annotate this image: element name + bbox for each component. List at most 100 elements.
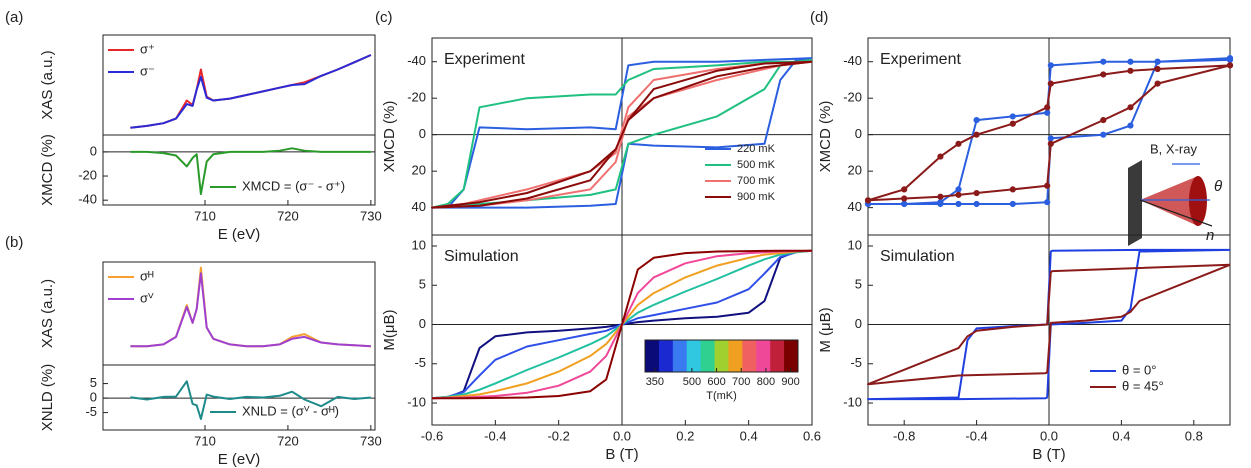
legend-label: XMCD = (σ⁻ - σ⁺) — [242, 178, 345, 193]
data-point — [1100, 131, 1107, 138]
x-tick-label: -0.4 — [484, 428, 506, 443]
inset-label: θ — [1214, 178, 1222, 195]
data-point — [955, 140, 962, 147]
y-tick-label: -40 — [78, 192, 97, 207]
legend-label: σⱽ — [140, 290, 154, 305]
x-tick-label: 710 — [194, 433, 216, 448]
y-tick-label: -5 — [85, 404, 97, 419]
x-tick-label: 710 — [194, 208, 216, 223]
x-tick-label: 0.0 — [1040, 428, 1058, 443]
series-line — [130, 147, 371, 196]
data-point — [1009, 186, 1016, 193]
panel-annotation: Simulation — [444, 248, 519, 265]
y-tick-label: 0 — [419, 316, 426, 331]
data-point — [1127, 104, 1134, 111]
panel-label: (b) — [5, 234, 23, 251]
series-line — [432, 249, 812, 400]
x-tick-label: 0.6 — [803, 428, 821, 443]
legend-label: XNLD = (σⱽ - σᴴ) — [242, 403, 339, 418]
data-point — [1127, 58, 1134, 65]
inset-cone — [1140, 176, 1198, 226]
data-point — [955, 186, 962, 193]
data-point — [1226, 54, 1234, 62]
data-point — [1154, 58, 1161, 65]
data-point — [1100, 71, 1107, 78]
data-point — [901, 195, 908, 202]
data-point — [1154, 80, 1161, 87]
y-tick-label: -20 — [407, 90, 426, 105]
x-tick-label: -0.4 — [965, 428, 987, 443]
y-tick-label: -5 — [850, 355, 862, 370]
series-line — [867, 263, 1231, 386]
legend-label: 500 mK — [737, 159, 776, 171]
colorbar-tick-label: 500 — [683, 376, 701, 388]
y-axis-label: XMCD (%) — [39, 134, 56, 206]
y-axis-label: XMCD (%) — [381, 101, 398, 173]
colorbar-block — [645, 340, 660, 372]
x-tick-label: 0.8 — [1185, 428, 1203, 443]
colorbar-block — [658, 340, 674, 372]
data-point — [1044, 199, 1051, 206]
series-line — [867, 248, 1231, 401]
x-axis-label: B (T) — [1032, 446, 1065, 463]
y-tick-label: -20 — [78, 167, 97, 182]
colorbar-block — [686, 340, 702, 372]
data-point — [1226, 62, 1234, 69]
plot-frame — [102, 364, 376, 431]
legend-label: σ⁺ — [140, 41, 155, 56]
y-tick-label: 5 — [419, 277, 426, 292]
panel-label: (d) — [810, 9, 828, 26]
colorbar-block — [742, 340, 757, 372]
legend-label: σᴴ — [140, 268, 154, 283]
colorbar-tick-label: 700 — [732, 376, 750, 388]
data-point — [1047, 135, 1054, 142]
data-point — [901, 186, 908, 193]
series-line — [431, 60, 813, 209]
inset-label: B, X-ray — [1150, 141, 1197, 156]
data-point — [1009, 200, 1016, 208]
colorbar-block — [770, 340, 785, 372]
series-line — [130, 272, 371, 348]
inset-slab — [1128, 160, 1142, 246]
y-tick-label: 5 — [855, 277, 862, 292]
y-tick-label: -20 — [843, 90, 862, 105]
y-tick-label: 40 — [848, 199, 862, 214]
x-tick-label: 0.4 — [1112, 428, 1130, 443]
data-point — [937, 193, 944, 200]
x-tick-label: 0.0 — [613, 428, 631, 443]
panel-annotation: Experiment — [444, 51, 525, 68]
data-point — [973, 116, 980, 124]
data-point — [973, 189, 980, 197]
y-axis-label: XNLD (%) — [39, 364, 56, 432]
colorbar-block — [714, 340, 729, 372]
y-tick-label: 20 — [412, 163, 426, 178]
colorbar-block — [672, 340, 688, 372]
legend-label: 220 mK — [737, 143, 776, 155]
series-line — [130, 54, 372, 129]
colorbar-block — [728, 340, 743, 372]
colorbar-frame — [644, 339, 799, 373]
data-point — [1009, 120, 1016, 127]
series-line — [130, 266, 371, 348]
y-tick-label: 0 — [855, 126, 862, 141]
y-tick-label: -10 — [407, 394, 426, 409]
data-point — [864, 197, 872, 204]
y-axis-label: XMCD (%) — [817, 101, 834, 173]
inset-cone-base — [1189, 176, 1207, 226]
y-tick-label: 0 — [855, 316, 862, 331]
data-point — [955, 191, 962, 198]
data-point — [955, 200, 962, 208]
y-tick-label: -10 — [843, 394, 862, 409]
y-tick-label: 5 — [90, 375, 97, 390]
plot-frame — [102, 134, 376, 206]
y-tick-label: -40 — [843, 53, 862, 68]
legend-label: 700 mK — [737, 175, 776, 187]
y-tick-label: 0 — [419, 126, 426, 141]
x-tick-label: 730 — [360, 433, 382, 448]
x-tick-label: 720 — [277, 433, 299, 448]
x-tick-label: -0.8 — [893, 428, 915, 443]
data-point — [1044, 104, 1051, 111]
colorbar-tick-label: 800 — [757, 376, 775, 388]
data-point — [901, 200, 908, 208]
